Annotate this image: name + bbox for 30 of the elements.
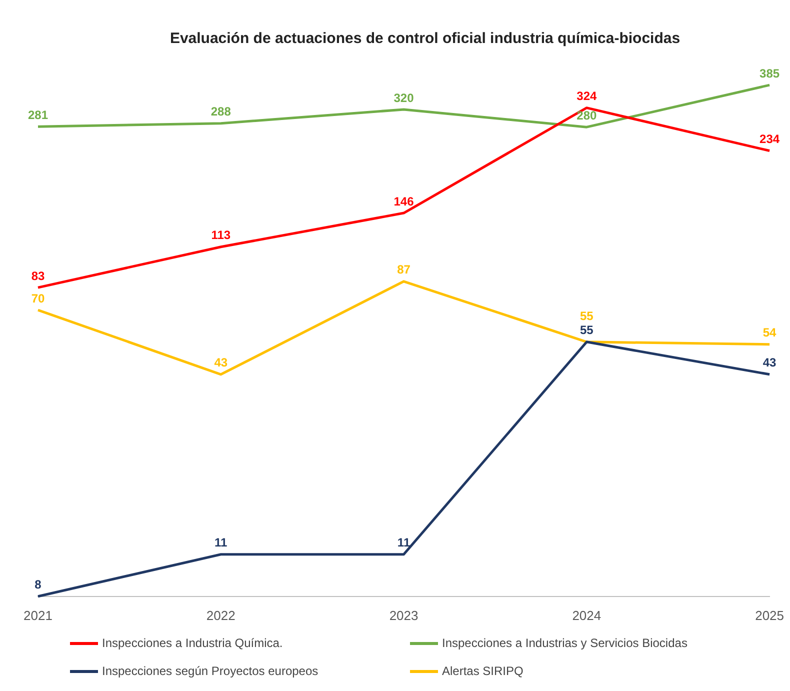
x-tick-label: 2021 [24, 608, 52, 623]
x-tick-label: 2024 [572, 608, 602, 623]
data-label: 43 [214, 356, 228, 370]
data-label: 83 [31, 268, 45, 283]
x-tick-label: 2023 [389, 608, 418, 623]
legend-label: Inspecciones a Industrias y Servicios Biocidas [442, 636, 688, 650]
data-label: 146 [394, 194, 414, 208]
data-label: 324 [576, 89, 597, 104]
data-label: 113 [211, 228, 231, 242]
x-tick-label: 2025 [755, 608, 784, 623]
data-label: 55 [580, 323, 594, 338]
chart-title: Evaluación de actuaciones de control oficial industria química-biocidas [168, 30, 682, 47]
data-label: 11 [397, 536, 410, 550]
data-label: 43 [762, 356, 777, 370]
data-label: 280 [576, 108, 597, 122]
data-label: 288 [210, 104, 232, 119]
data-label: 8 [34, 578, 42, 592]
legend-label: Alertas SIRIPQ [442, 664, 524, 678]
data-label: 385 [760, 66, 780, 80]
legend-label: Inspecciones según Proyectos europeos [102, 664, 318, 678]
data-label: 55 [580, 309, 594, 324]
data-label: 234 [760, 132, 780, 146]
data-label: 320 [394, 90, 414, 105]
x-tick-label: 2022 [206, 608, 236, 623]
data-label: 54 [762, 326, 777, 340]
data-label: 11 [214, 536, 228, 550]
data-label: 87 [397, 262, 411, 277]
data-label: 70 [31, 291, 45, 306]
legend-label: Inspecciones a Industria Química. [102, 636, 283, 650]
data-label: 281 [28, 108, 48, 122]
